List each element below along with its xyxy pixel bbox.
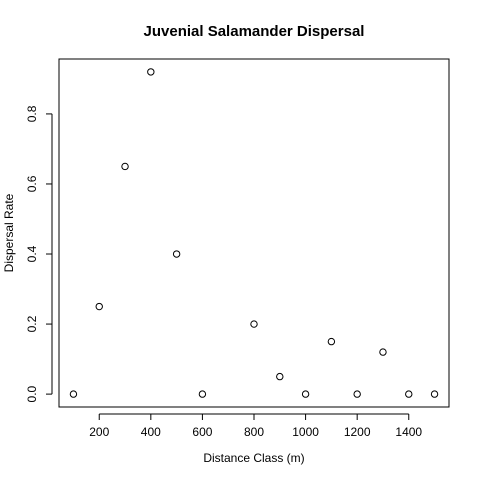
data-point [95,302,103,311]
data-point [301,390,310,398]
data-point [327,337,336,346]
x-tick-label: 1400 [395,425,422,439]
data-point [353,390,361,398]
data-point [121,162,129,171]
y-axis-label: Dispersal Rate [2,193,16,272]
y-axis: 0.0 0.2 0.4 0.6 0.8 [25,105,53,402]
data-point [430,390,439,398]
data-point [198,390,207,398]
x-tick-label: 800 [244,425,264,439]
data-points [69,68,439,398]
x-tick-label: 600 [192,425,212,439]
data-point [69,390,78,398]
y-tick-label: 0.0 [25,385,39,402]
data-point [379,348,387,356]
y-tick-label: 0.6 [25,175,39,192]
chart-title: Juvenial Salamander Dispersal [144,23,365,40]
x-tick-label: 1000 [292,425,319,439]
x-tick-label: 1200 [344,425,371,439]
x-tick-label: 200 [89,425,109,439]
x-tick-label: 400 [141,425,161,439]
plot-frame [58,58,450,408]
x-axis-label: Distance Class (m) [203,451,304,465]
data-point [250,320,258,328]
data-point [147,68,155,76]
data-point [405,390,413,398]
y-tick-label: 0.8 [25,105,39,122]
y-tick-label: 0.4 [25,245,39,262]
x-axis: 200 400 600 800 1000 1200 1400 [89,413,422,439]
y-tick-label: 0.2 [25,315,39,332]
data-point [172,250,181,258]
data-point [276,372,284,381]
